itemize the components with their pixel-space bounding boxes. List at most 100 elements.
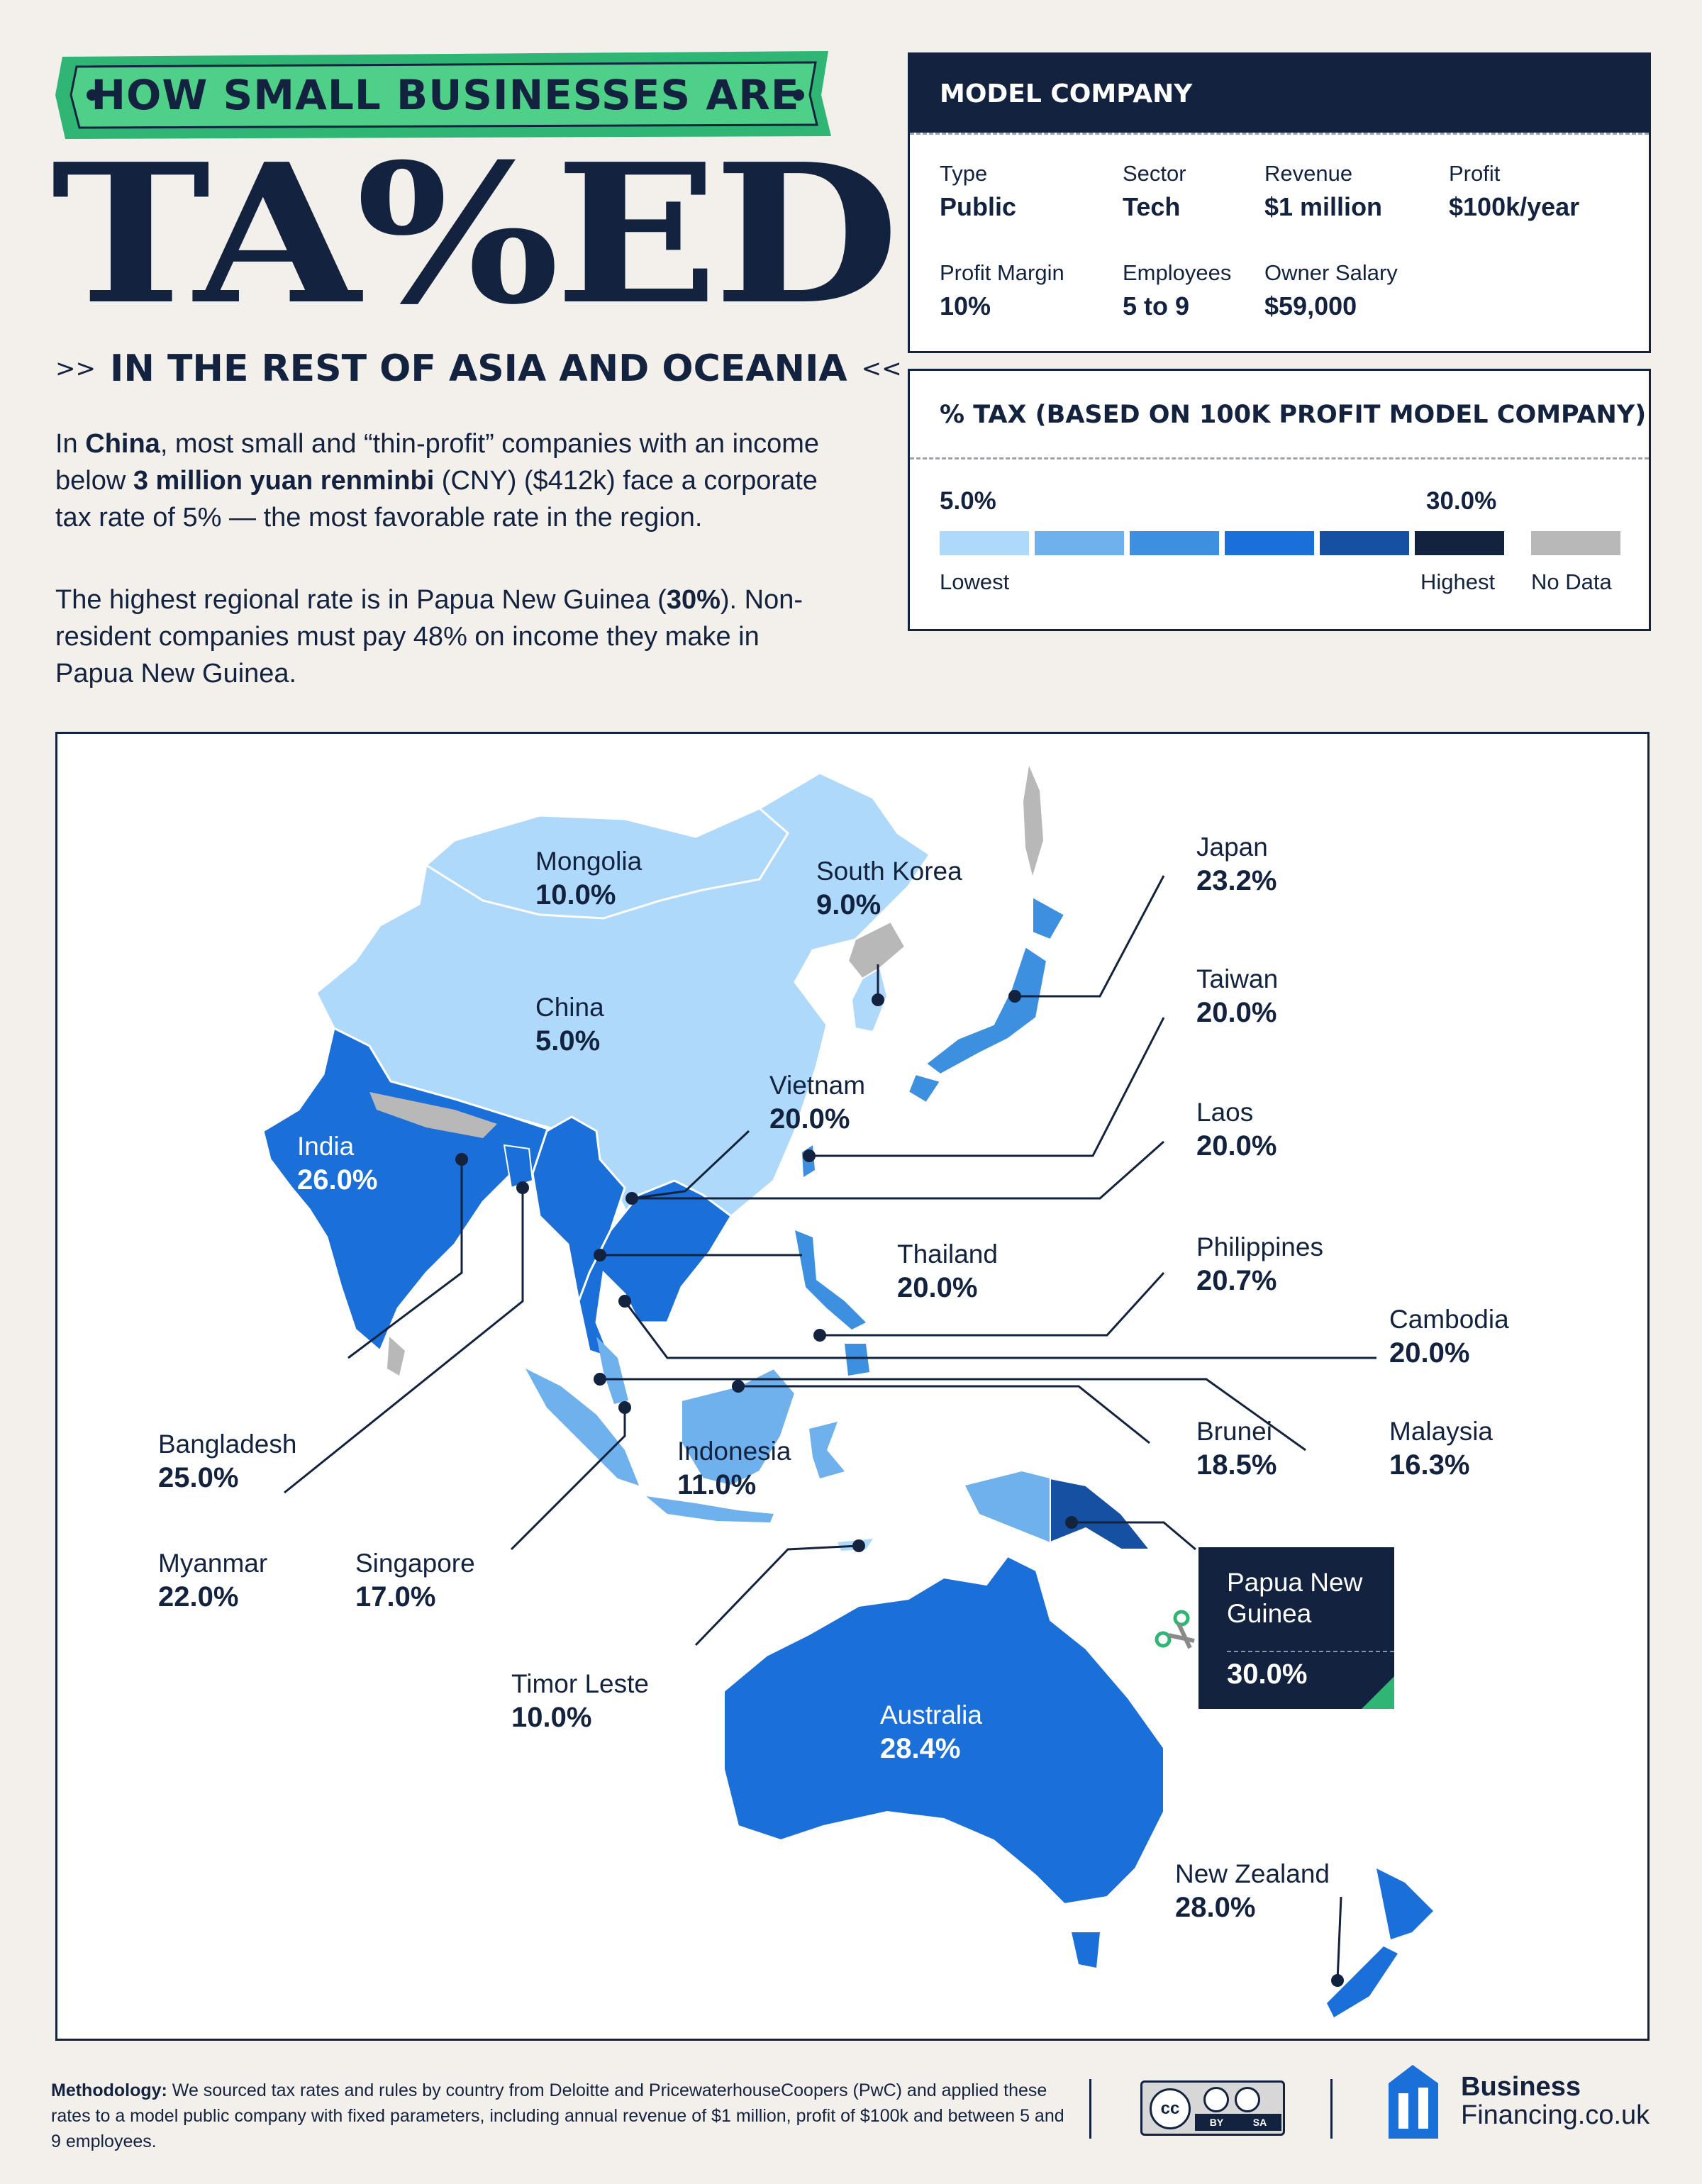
- legend-swatch-5: [1320, 531, 1409, 555]
- india-shape: [262, 1026, 573, 1353]
- sulawesi-shape: [809, 1422, 845, 1478]
- country-rate: 18.5%: [1196, 1449, 1277, 1481]
- business-financing-logo-icon: [1389, 2065, 1438, 2139]
- legend-swatch-nodata: [1531, 531, 1620, 555]
- legend-max-value: 30.0%: [1426, 487, 1497, 515]
- country-name: India: [297, 1132, 355, 1161]
- country-rate: 20.0%: [1196, 997, 1277, 1028]
- country-name: Mongolia: [535, 847, 643, 876]
- label-china: China 5.0%: [535, 992, 604, 1059]
- tax-legend-title: % TAX (BASED ON 100K PROFIT MODEL COMPAN…: [910, 371, 1649, 459]
- legend-swatch-2: [1035, 531, 1124, 555]
- mongolia-shape: [424, 807, 789, 920]
- legend-swatch-3: [1130, 531, 1219, 555]
- intro-text: (CNY) ($412k) face a corporate tax rate …: [55, 466, 818, 533]
- country-name: Bangladesh: [158, 1430, 297, 1459]
- new-zealand-shape: [1327, 1868, 1433, 2017]
- west-papua-shape: [965, 1471, 1050, 1542]
- brand-line-1: Business: [1461, 2072, 1581, 2102]
- label-philippines: Philippines 20.7%: [1196, 1232, 1323, 1298]
- field-label: Employees: [1123, 260, 1232, 285]
- philippines-shape: [795, 1230, 869, 1376]
- legend-lowest-label: Lowest: [940, 569, 1010, 594]
- cc-icon: cc: [1150, 2088, 1191, 2129]
- japan-shape: [907, 896, 1066, 1104]
- methodology-label: Methodology:: [51, 2080, 167, 2100]
- divider: [1089, 2079, 1091, 2139]
- divider: [1330, 2079, 1333, 2139]
- field-profit: Profit $100k/year: [1449, 161, 1579, 222]
- country-name: Laos: [1196, 1098, 1254, 1127]
- sumatra-shape: [525, 1369, 639, 1486]
- label-australia: Australia 28.4%: [880, 1700, 982, 1766]
- papua-new-guinea-shape: [1050, 1477, 1152, 1550]
- field-type: Type Public: [940, 161, 1016, 222]
- country-rate: 20.0%: [1389, 1337, 1470, 1369]
- country-name: Indonesia: [677, 1437, 791, 1466]
- country-rate: 22.0%: [158, 1581, 239, 1612]
- country-rate: 25.0%: [158, 1462, 239, 1493]
- field-value: 10%: [940, 291, 991, 321]
- country-name: Thailand: [897, 1239, 998, 1269]
- intro-highlight: 3 million yuan renminbi: [133, 466, 435, 496]
- country-rate: 20.0%: [769, 1103, 850, 1135]
- share-alike-icon: [1235, 2087, 1260, 2112]
- arrow-left-icon: <<: [861, 355, 902, 383]
- field-value: 5 to 9: [1123, 291, 1190, 321]
- intro-paragraph-2: The highest regional rate is in Papua Ne…: [55, 581, 828, 692]
- intro-text: , most small and “thin-profit” companies…: [55, 429, 820, 496]
- tasmania-shape: [1072, 1932, 1100, 1968]
- country-name: Australia: [880, 1700, 982, 1729]
- legend-nodata-label: No Data: [1531, 569, 1612, 594]
- banner-text: HOW SMALL BUSINESSES ARE: [91, 71, 800, 119]
- label-laos: Laos 20.0%: [1196, 1097, 1276, 1164]
- arrow-right-icon: >>: [55, 355, 96, 383]
- country-name: Taiwan: [1196, 964, 1279, 993]
- field-label: Revenue: [1264, 161, 1353, 186]
- country-name: Cambodia: [1389, 1305, 1509, 1334]
- label-japan: Japan 23.2%: [1196, 832, 1276, 898]
- country-name: Timor Leste: [511, 1669, 649, 1698]
- anchor-dots: [455, 990, 1344, 1987]
- legend-swatch-6: [1415, 531, 1504, 555]
- label-taiwan: Taiwan 20.0%: [1196, 964, 1278, 1030]
- tax-legend-card: % TAX (BASED ON 100K PROFIT MODEL COMPAN…: [908, 369, 1651, 631]
- field-label: Profit Margin: [940, 260, 1064, 285]
- field-owner-salary: Owner Salary $59,000: [1264, 260, 1398, 321]
- country-rate: 23.2%: [1196, 865, 1277, 896]
- label-south-korea: South Korea 9.0%: [816, 856, 962, 923]
- intro-highlight: 30%: [666, 585, 721, 615]
- field-sector: Sector Tech: [1123, 161, 1186, 222]
- field-label: Sector: [1123, 161, 1186, 186]
- country-rate: 10.0%: [535, 879, 616, 910]
- attribution-icon: [1203, 2087, 1229, 2112]
- sakhalin-shape: [1023, 766, 1043, 876]
- field-value: Tech: [1123, 192, 1181, 221]
- field-profit-margin: Profit Margin 10%: [940, 260, 1064, 321]
- australia-shape: [723, 1555, 1164, 1905]
- cc-license-badge[interactable]: cc BY SA: [1140, 2080, 1285, 2136]
- country-name: China: [535, 993, 604, 1022]
- model-company-title: MODEL COMPANY: [910, 55, 1649, 133]
- subtitle: >> IN THE REST OF ASIA AND OCEANIA <<: [55, 347, 902, 390]
- country-name: Myanmar: [158, 1549, 268, 1578]
- intro-text: In: [55, 429, 86, 459]
- label-brunei: Brunei 18.5%: [1196, 1416, 1276, 1483]
- country-rate: 17.0%: [355, 1581, 436, 1612]
- field-label: Profit: [1449, 161, 1501, 186]
- label-bangladesh: Bangladesh 25.0%: [158, 1429, 296, 1495]
- malaysia-peninsula-shape: [596, 1337, 628, 1404]
- indochina-shape: [577, 1179, 733, 1360]
- legend-min-value: 5.0%: [940, 487, 996, 515]
- subtitle-text: IN THE REST OF ASIA AND OCEANIA: [109, 347, 847, 390]
- legend-highest-label: Highest: [1420, 569, 1496, 594]
- country-name: New Zealand: [1175, 1859, 1330, 1888]
- scissors-icon: [1155, 1610, 1195, 1649]
- label-india: India 26.0%: [297, 1131, 377, 1198]
- intro-paragraph-1: In China, most small and “thin-profit” c…: [55, 425, 828, 536]
- field-label: Type: [940, 161, 988, 186]
- label-cambodia: Cambodia 20.0%: [1389, 1304, 1509, 1371]
- methodology: Methodology: We sourced tax rates and ru…: [51, 2078, 1072, 2154]
- intro-text: ). Non-resident companies must pay 48% o…: [55, 585, 803, 689]
- field-revenue: Revenue $1 million: [1264, 161, 1382, 222]
